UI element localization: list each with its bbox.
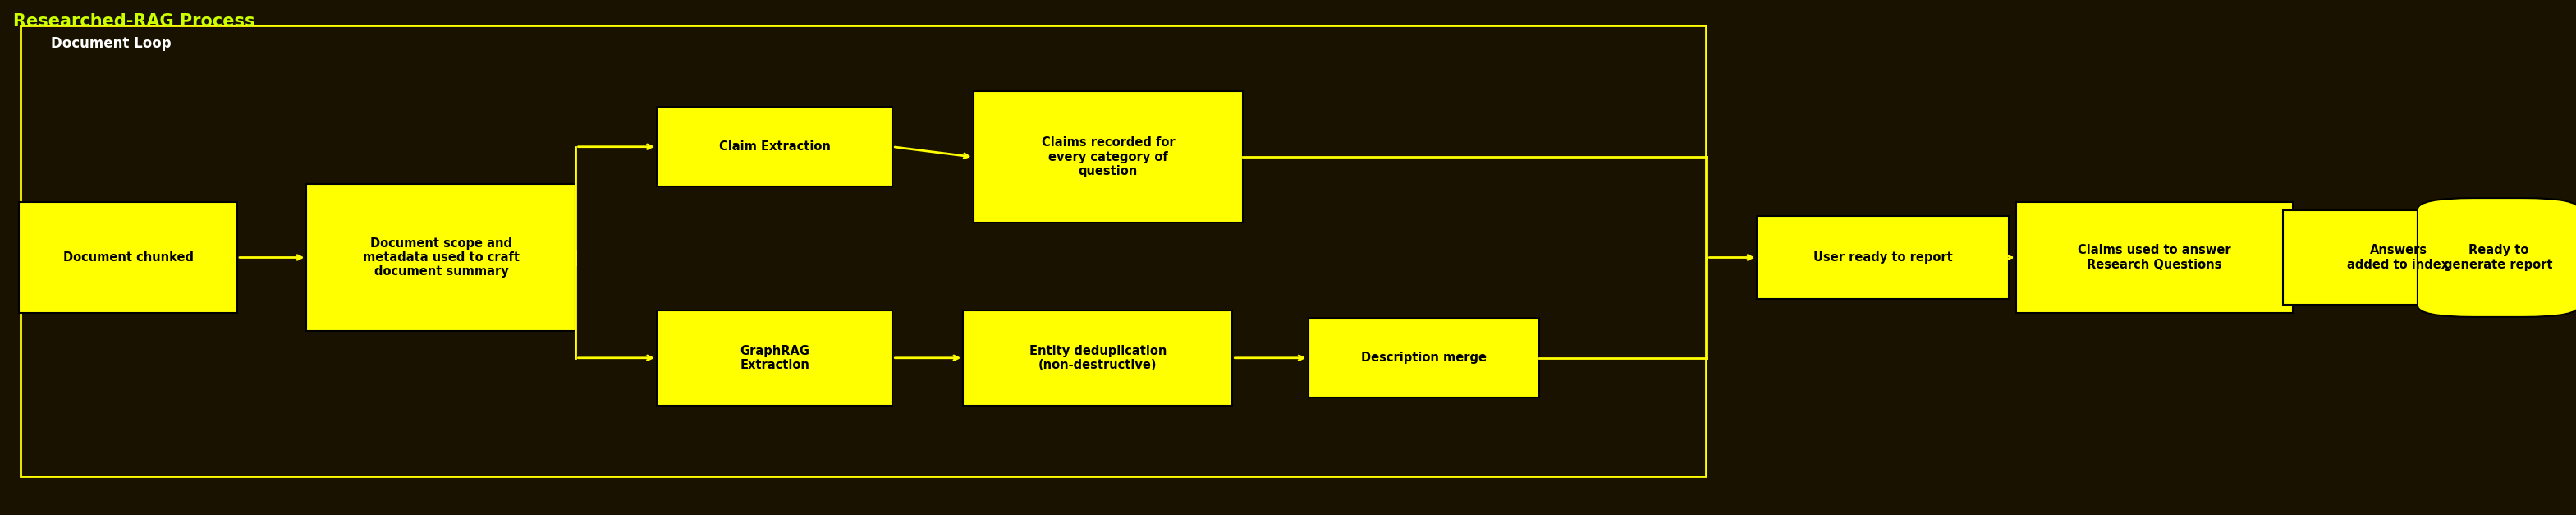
Text: Claim Extraction: Claim Extraction (719, 141, 829, 153)
Text: GraphRAG
Extraction: GraphRAG Extraction (739, 345, 809, 371)
Text: User ready to report: User ready to report (1814, 251, 1953, 264)
FancyBboxPatch shape (1757, 216, 2009, 299)
Text: Claims recorded for
every category of
question: Claims recorded for every category of qu… (1041, 136, 1175, 178)
Text: Answers
added to index: Answers added to index (2347, 244, 2450, 271)
Text: Claims used to answer
Research Questions: Claims used to answer Research Questions (2079, 244, 2231, 271)
Text: Ready to
generate report: Ready to generate report (2445, 244, 2553, 271)
Text: Researched-RAG Process: Researched-RAG Process (13, 13, 255, 29)
Text: Document chunked: Document chunked (62, 251, 193, 264)
FancyBboxPatch shape (974, 92, 1242, 223)
FancyBboxPatch shape (1309, 318, 1538, 398)
FancyBboxPatch shape (2282, 210, 2514, 305)
FancyBboxPatch shape (657, 310, 894, 406)
Text: Document scope and
metadata used to craft
document summary: Document scope and metadata used to craf… (363, 237, 520, 278)
Text: Entity deduplication
(non-destructive): Entity deduplication (non-destructive) (1030, 345, 1167, 371)
FancyBboxPatch shape (18, 202, 237, 313)
FancyBboxPatch shape (2017, 202, 2293, 313)
Text: Document Loop: Document Loop (52, 36, 173, 51)
FancyBboxPatch shape (307, 184, 577, 331)
Text: Description merge: Description merge (1360, 352, 1486, 364)
FancyBboxPatch shape (2416, 198, 2576, 317)
FancyBboxPatch shape (963, 310, 1231, 406)
FancyBboxPatch shape (657, 107, 894, 187)
